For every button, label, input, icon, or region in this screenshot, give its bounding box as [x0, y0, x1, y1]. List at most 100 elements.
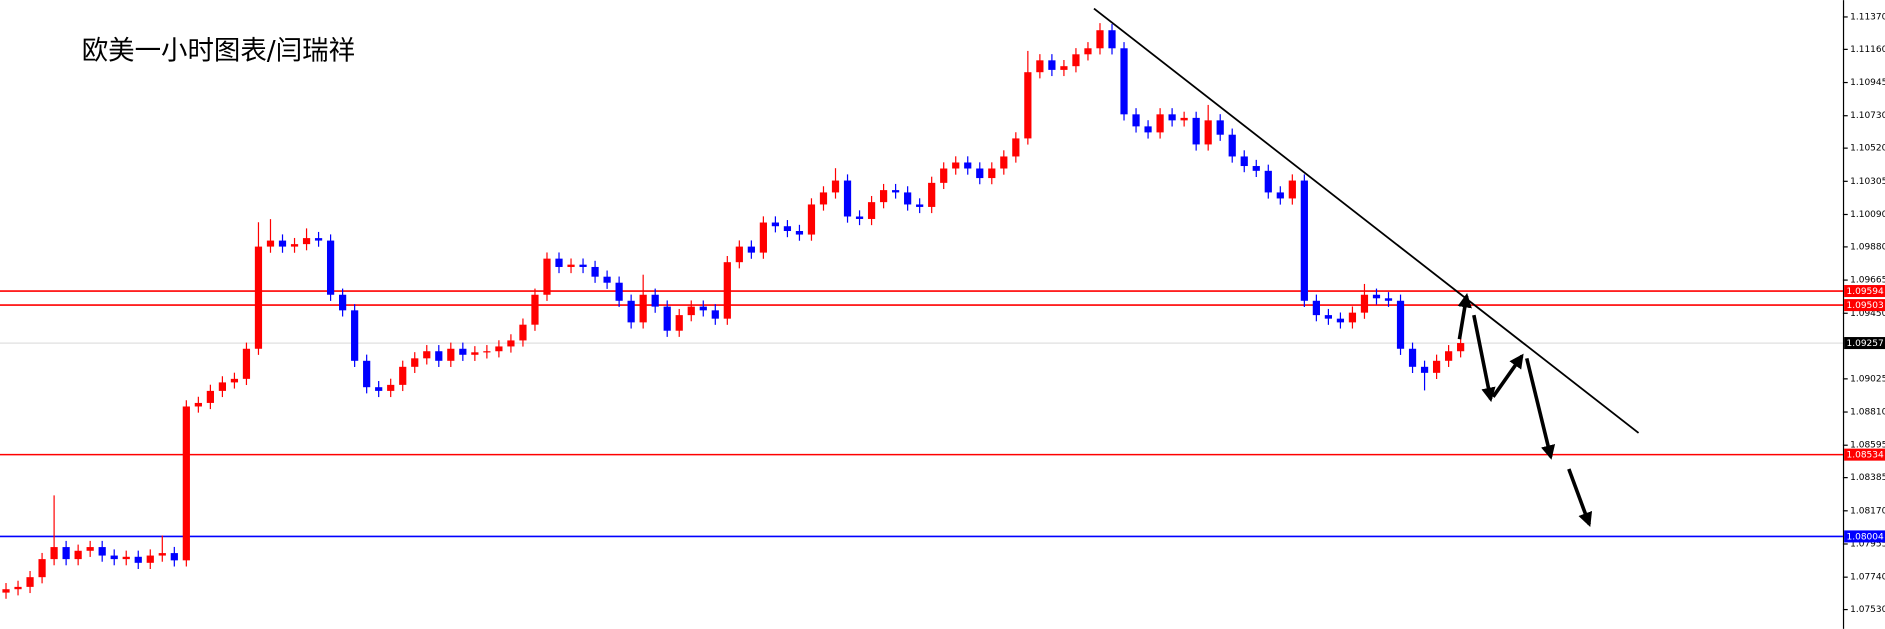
candle-body	[375, 387, 383, 391]
arrow	[1457, 293, 1472, 340]
candle-body	[1288, 180, 1296, 199]
candle-body	[2, 589, 10, 593]
candle-body	[1228, 134, 1236, 157]
y-tick-label: 1.07740	[1850, 573, 1885, 583]
candle-body	[254, 246, 263, 349]
candle-body	[531, 294, 539, 325]
candle-body	[1156, 114, 1164, 133]
candle-body	[976, 168, 984, 179]
candle-body	[423, 351, 431, 359]
trend-line	[1093, 7, 1640, 434]
y-tick-label: 1.11160	[1850, 45, 1885, 55]
level-label: 1.08004	[1847, 533, 1884, 543]
candle-body	[14, 586, 22, 590]
level-badge	[1844, 337, 1885, 350]
candle-body	[555, 258, 563, 267]
candle-body	[435, 351, 443, 361]
candle-body	[326, 240, 335, 295]
candle-body	[928, 182, 936, 207]
candle-body	[651, 294, 659, 307]
candle-body	[411, 358, 419, 367]
y-tick-label: 1.09665	[1850, 276, 1885, 286]
candle-body	[447, 348, 455, 361]
candle-body	[855, 216, 864, 219]
candle-body	[363, 360, 371, 388]
level-badge	[1844, 285, 1885, 298]
arrow	[1491, 353, 1524, 398]
candle-body	[1036, 60, 1044, 73]
candle-body	[1420, 366, 1429, 373]
candle-body	[1096, 30, 1104, 49]
candle-body	[735, 246, 743, 263]
candle-body	[543, 258, 551, 295]
candle-body	[952, 162, 960, 169]
candle-body	[351, 310, 359, 361]
candle-body	[1024, 72, 1032, 139]
level-label: 1.09503	[1847, 301, 1884, 311]
y-tick-label: 1.10090	[1850, 210, 1885, 220]
y-tick-label: 1.11370	[1850, 12, 1885, 22]
level-badge	[1844, 530, 1885, 543]
candle-body	[1108, 30, 1116, 49]
candle-body	[399, 366, 407, 385]
candle-body	[904, 192, 912, 205]
level-label: 1.09594	[1847, 287, 1884, 297]
candle-body	[86, 547, 94, 551]
candle-body	[723, 262, 731, 319]
candle-body	[302, 238, 311, 245]
candle-body	[50, 547, 58, 560]
candle-body	[1192, 117, 1200, 145]
candle-body	[519, 324, 527, 341]
candle-body	[471, 352, 479, 355]
candle-body	[314, 238, 323, 241]
candle-body	[339, 294, 347, 311]
candle-body	[1312, 300, 1320, 316]
y-tick-label: 1.08810	[1850, 408, 1885, 418]
candle-body	[26, 577, 34, 587]
candle-body	[988, 168, 996, 179]
candle-body	[483, 351, 491, 353]
candle-body	[807, 204, 816, 235]
candle-body	[459, 348, 467, 355]
candle-body	[699, 306, 707, 311]
candle-body	[892, 190, 900, 193]
candle-body	[1264, 170, 1272, 193]
y-tick-label: 1.10520	[1850, 144, 1885, 154]
candle-body	[1324, 315, 1333, 319]
candle-body	[711, 310, 719, 319]
candle-body	[843, 180, 852, 217]
candle-body	[675, 315, 683, 331]
chart-title: 欧美一小时图表/闫瑞祥	[82, 35, 355, 66]
candle-body	[1084, 48, 1092, 55]
candle-body	[879, 190, 888, 203]
candle-body	[507, 340, 515, 347]
candle-body	[1252, 166, 1260, 171]
candle-body	[1396, 300, 1405, 349]
candle-body	[182, 406, 190, 561]
candle-body	[1144, 126, 1152, 133]
candle-body	[783, 226, 792, 232]
candle-body	[218, 382, 227, 391]
candle-body	[38, 559, 46, 578]
candle-body	[795, 231, 804, 235]
level-label: 1.09257	[1847, 339, 1884, 349]
level-label: 1.08534	[1847, 451, 1884, 461]
y-tick-label: 1.09450	[1850, 309, 1885, 319]
candle-body	[242, 348, 251, 379]
candle-body	[1060, 66, 1068, 70]
y-tick-label: 1.08385	[1850, 473, 1885, 483]
candle-body	[1336, 318, 1345, 323]
candle-body	[964, 162, 972, 169]
candle-body	[1445, 351, 1453, 361]
candle-body	[940, 168, 948, 183]
candle-body	[819, 192, 828, 205]
candle-body	[1216, 120, 1224, 135]
candle-body	[759, 222, 767, 253]
candle-body	[122, 556, 130, 560]
candle-body	[74, 550, 82, 560]
candle-body	[1204, 120, 1212, 145]
candle-body	[266, 240, 275, 247]
candle-body	[278, 240, 287, 247]
